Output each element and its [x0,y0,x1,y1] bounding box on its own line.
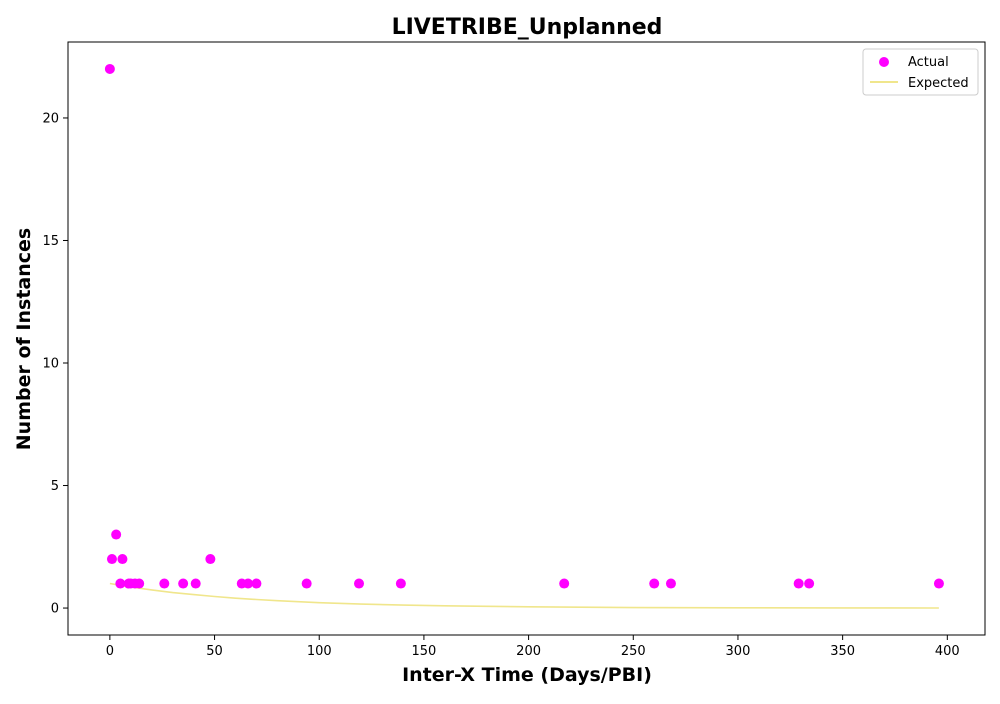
x-tick-label: 300 [726,644,751,659]
actual-point [111,529,122,540]
x-tick-label: 250 [621,644,646,659]
x-axis-label: Inter-X Time (Days/PBI) [402,664,652,686]
actual-point [243,578,254,589]
actual-point [559,578,570,589]
actual-point [395,578,406,589]
actual-point [665,578,676,589]
x-tick-label: 0 [106,644,114,659]
x-tick-label: 350 [830,644,855,659]
actual-point [933,578,944,589]
x-tick-label: 100 [307,644,332,659]
legend-box [862,48,979,96]
actual-point [301,578,312,589]
legend-actual-marker [879,57,889,67]
y-tick-label: 5 [51,479,59,494]
plot-frame [67,41,986,636]
actual-point [649,578,660,589]
actual-point [178,578,189,589]
actual-point [190,578,201,589]
actual-point [115,578,126,589]
actual-point [106,554,117,565]
actual-point [104,63,115,74]
legend: Actual Expected [862,48,979,96]
actual-point [117,554,128,565]
actual-point [251,578,262,589]
expected-line [109,582,939,609]
chart-title: LIVETRIBE_Unplanned [392,15,663,40]
y-tick-label: 10 [42,357,59,372]
actual-point [205,554,216,565]
y-axis-label: Number of Instances [13,228,35,450]
actual-point [159,578,170,589]
x-tick-label: 150 [411,644,436,659]
actual-point [793,578,804,589]
series-layer [104,63,944,609]
y-tick-label: 0 [51,602,59,617]
y-tick-label: 15 [42,234,59,249]
x-tick-label: 400 [935,644,960,659]
actual-point [354,578,365,589]
actual-point [134,578,145,589]
legend-expected-label: Expected [908,76,969,91]
x-tick-label: 50 [206,644,223,659]
legend-actual-label: Actual [908,55,949,70]
actual-point [804,578,815,589]
y-tick-label: 20 [42,111,59,126]
x-tick-label: 200 [516,644,541,659]
y-axis-ticks: 0 5 10 15 20 [42,111,68,617]
x-axis-ticks: 0 50 100 150 200 250 300 350 400 [106,635,960,659]
